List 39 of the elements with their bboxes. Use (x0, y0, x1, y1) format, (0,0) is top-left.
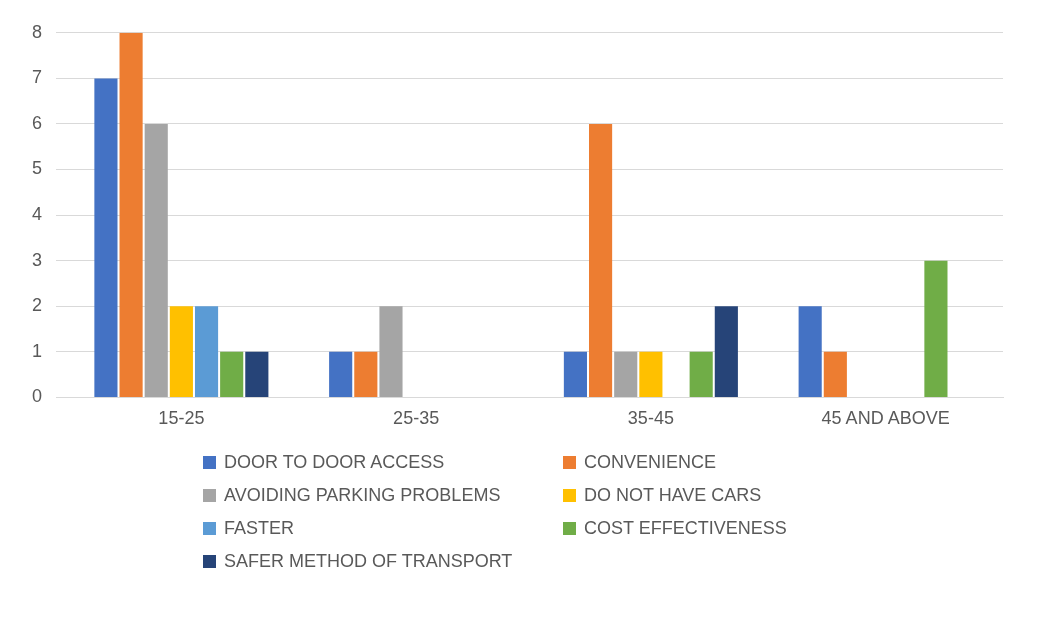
bar (714, 306, 738, 397)
y-tick-label: 0 (32, 386, 43, 407)
bar (589, 123, 613, 397)
bar (220, 351, 244, 397)
legend-label: AVOIDING PARKING PROBLEMS (224, 485, 501, 506)
x-tick-label: 25-35 (393, 408, 440, 429)
y-tick-label: 1 (32, 340, 43, 361)
bar (169, 306, 193, 397)
legend-label: SAFER METHOD OF TRANSPORT (224, 551, 513, 572)
y-tick-label: 4 (32, 204, 43, 225)
legend-label: COST EFFECTIVENESS (584, 518, 787, 539)
bar (245, 351, 269, 397)
bar (823, 351, 847, 397)
legend-label: DOOR TO DOOR ACCESS (224, 452, 445, 473)
bar (354, 351, 378, 397)
x-tick-label: 45 AND ABOVE (821, 408, 950, 429)
y-tick-label: 2 (32, 295, 43, 316)
bar (563, 351, 587, 397)
y-tick-label: 3 (32, 249, 43, 270)
bar (924, 260, 948, 397)
bar (639, 351, 663, 397)
bar (119, 32, 143, 397)
y-tick-label: 8 (32, 21, 43, 42)
bar (689, 351, 713, 397)
y-tick-label: 5 (32, 158, 43, 179)
bar (194, 306, 219, 397)
bar (379, 306, 403, 397)
legend-label: CONVENIENCE (584, 452, 717, 473)
bar (798, 306, 822, 397)
legend-label: DO NOT HAVE CARS (584, 485, 762, 506)
x-tick-label: 35-45 (627, 408, 674, 429)
bar (94, 78, 118, 397)
legend-label: FASTER (224, 518, 295, 539)
bar (144, 123, 168, 397)
y-tick-label: 7 (32, 67, 43, 88)
x-tick-label: 15-25 (158, 408, 205, 429)
bar (614, 351, 638, 397)
bar (329, 351, 353, 397)
y-tick-label: 6 (32, 112, 43, 133)
